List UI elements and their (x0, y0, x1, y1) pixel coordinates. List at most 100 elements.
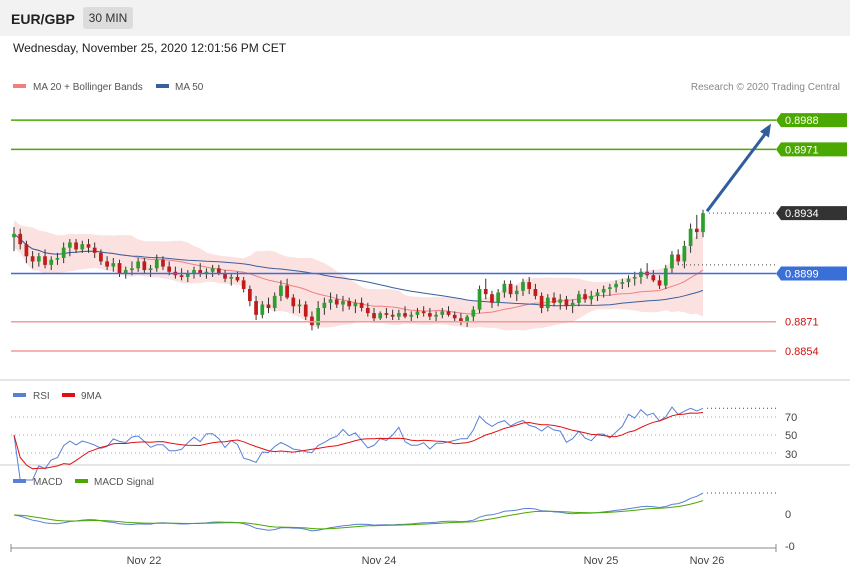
candle-body (266, 304, 271, 308)
legend-ma50-label: MA 50 (175, 82, 204, 93)
candle-body (12, 233, 16, 238)
rsi-line (13, 406, 704, 481)
candle-body (68, 242, 72, 248)
candle-body (595, 292, 600, 296)
candle-body (61, 247, 66, 258)
x-tick-label: Nov 25 (584, 555, 619, 567)
candle-body (589, 295, 594, 300)
legend-ma20-swatch (13, 84, 26, 88)
candle-body (136, 261, 141, 269)
x-tick-label: Nov 24 (362, 555, 397, 567)
candle-body (260, 304, 265, 315)
candle-body (167, 266, 172, 272)
candle-body (421, 311, 426, 314)
candle-body (229, 276, 234, 279)
candle-body (322, 302, 327, 308)
candle-body (204, 271, 209, 274)
candle-body (36, 256, 41, 262)
candle-body (310, 316, 314, 326)
candle-body (303, 304, 308, 317)
candle-body (378, 313, 383, 319)
timeframe-badge[interactable]: 30 MIN (83, 7, 133, 29)
candle-body (626, 278, 631, 283)
candle-body (353, 302, 358, 307)
candle-body (676, 254, 681, 262)
candle-body (620, 282, 625, 284)
candle-body (496, 292, 501, 303)
candle-body (651, 275, 656, 281)
legend-rsi-ma-swatch (62, 393, 75, 397)
candle-body (179, 275, 184, 277)
candle-body (483, 289, 488, 295)
legend-ma20-label: MA 20 + Bollinger Bands (33, 82, 143, 93)
candle-body (682, 245, 687, 262)
candle-body (92, 247, 97, 253)
x-tick-label: Nov 26 (690, 555, 725, 567)
candle-body (701, 213, 705, 233)
timestamp: Wednesday, November 25, 2020 12:01:56 PM… (13, 41, 287, 55)
legend-rsi-ma-label: 9MA (81, 391, 102, 402)
candle-body (552, 297, 556, 303)
legend-ma50-swatch (156, 84, 169, 88)
level-label: 0.8971 (785, 144, 819, 156)
candle-body (117, 263, 122, 274)
rsi-label-50: 50 (785, 430, 797, 442)
candle-body (396, 313, 401, 317)
legend-macd-label: MACD (33, 477, 62, 488)
candle-body (80, 244, 85, 250)
candle-body (533, 289, 538, 296)
candle-body (384, 313, 389, 315)
rsi-label-70: 70 (785, 412, 797, 424)
candle-body (341, 301, 345, 305)
candle-body (545, 297, 550, 308)
candle-body (248, 289, 252, 302)
candle-body (272, 295, 277, 308)
level-tag (776, 142, 847, 157)
candle-body (632, 276, 637, 279)
candle-body (694, 228, 699, 233)
candle-body (502, 283, 507, 293)
candle-body (192, 270, 196, 274)
level-label: 0.8899 (785, 268, 819, 280)
candle-body (148, 268, 153, 271)
level-tag (776, 113, 847, 128)
legend-macd-signal-label: MACD Signal (94, 477, 154, 488)
level-tag (776, 266, 847, 281)
candle-body (372, 313, 376, 319)
candle-body (365, 307, 370, 314)
candle-body (279, 285, 283, 296)
candle-body (123, 270, 128, 274)
candle-body (18, 233, 23, 245)
candle-body (347, 301, 352, 307)
candle-body (216, 268, 221, 274)
candle-body (459, 318, 463, 322)
chart-header: EUR/GBP 30 MIN (0, 0, 850, 36)
candle-body (440, 311, 445, 315)
candle-body (334, 299, 339, 305)
candle-body (297, 304, 302, 307)
rsi-label-30: 30 (785, 449, 797, 461)
projection-arrow (705, 130, 769, 213)
candle-body (434, 314, 438, 317)
candle-body (688, 228, 693, 246)
candle-body (539, 295, 544, 308)
candle-body (521, 282, 525, 291)
candle-body (558, 299, 563, 303)
level-label: 0.8934 (785, 208, 819, 220)
candle-body (154, 259, 159, 269)
candle-body (254, 301, 258, 315)
candle-body (390, 314, 395, 317)
candle-body (663, 268, 668, 286)
candle-body (608, 287, 612, 290)
projection-arrowhead (760, 123, 771, 138)
bollinger-band (14, 220, 703, 331)
candle-body (43, 256, 47, 265)
rsi-ma-line (13, 411, 704, 470)
level-tag (776, 206, 847, 221)
candle-body (415, 311, 420, 315)
candle-body (527, 282, 532, 290)
candle-body (670, 254, 674, 269)
legend-macd-swatch (13, 479, 26, 483)
candle-body (30, 256, 35, 262)
